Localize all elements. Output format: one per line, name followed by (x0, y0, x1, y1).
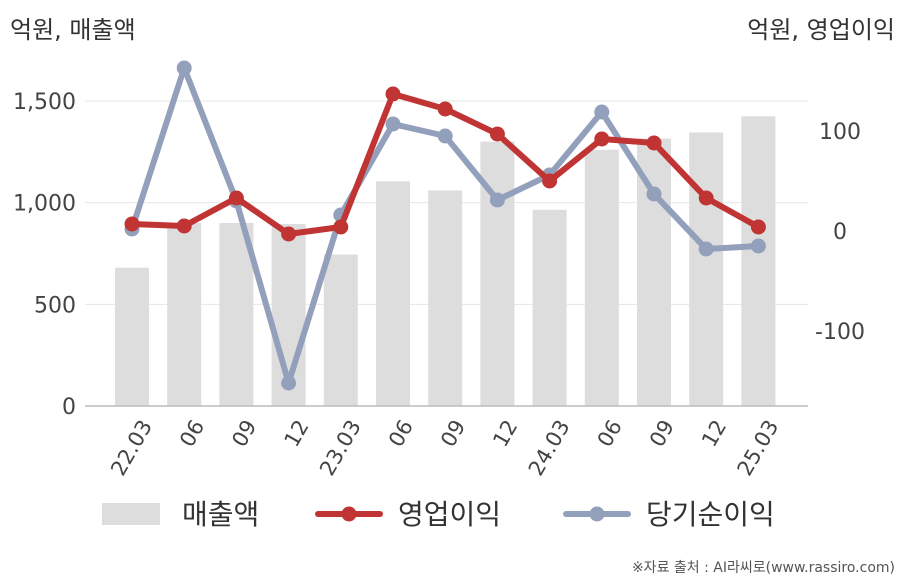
left-axis-unit-label: 억원, 매출액 (10, 16, 136, 44)
right-tick-label: 100 (819, 120, 861, 145)
x-tick-label: 09 (436, 416, 470, 451)
data-point (594, 104, 610, 120)
data-point (646, 186, 662, 202)
right-axis-ticks: -100 0 100 (815, 120, 865, 345)
legend: 매출액 영업이익 당기순이익 (102, 498, 775, 531)
x-tick-label: 06 (175, 416, 209, 451)
bar (532, 209, 567, 406)
x-tick-label: 12 (697, 416, 731, 451)
x-tick-label: 12 (488, 416, 522, 451)
right-axis-unit-label: 억원, 영업이익 (747, 16, 895, 44)
x-tick-label: 09 (645, 416, 679, 451)
data-point (437, 101, 453, 117)
data-point (124, 216, 140, 232)
left-tick-label: 500 (34, 293, 76, 318)
data-point (542, 173, 558, 189)
x-tick-label: 22.03 (106, 416, 157, 480)
data-point (228, 190, 244, 206)
x-tick-label: 09 (227, 416, 261, 451)
bar (167, 223, 202, 406)
bar (323, 254, 358, 406)
left-axis-ticks: 0 500 1,000 1,500 (13, 90, 76, 420)
bar (741, 116, 776, 406)
data-point (489, 192, 505, 208)
data-point (176, 60, 192, 76)
data-point (750, 219, 766, 235)
bar (219, 223, 254, 406)
data-point (750, 238, 766, 254)
bar (115, 267, 149, 406)
left-tick-label: 0 (62, 395, 76, 420)
left-tick-label: 1,500 (13, 90, 76, 115)
line-series (124, 60, 766, 391)
data-point (281, 226, 297, 242)
x-tick-label: 23.03 (315, 416, 366, 480)
bar (689, 132, 724, 406)
data-point (489, 126, 505, 142)
legend-swatch-bar (102, 503, 160, 525)
legend-label: 당기순이익 (646, 498, 775, 531)
data-point (176, 218, 192, 234)
data-point (385, 116, 401, 132)
bar (428, 190, 463, 406)
data-point (437, 128, 453, 144)
source-note: ※자료 출처 : AI라씨로(www.rassiro.com) (632, 560, 895, 576)
data-point (698, 190, 714, 206)
right-tick-label: -100 (815, 320, 865, 345)
bar (584, 149, 619, 407)
x-tick-label: 25.03 (733, 416, 784, 480)
x-tick-label: 06 (384, 416, 418, 451)
x-tick-label: 24.03 (524, 416, 575, 480)
bar (376, 181, 410, 406)
bar-series (115, 116, 776, 407)
legend-swatch-marker (589, 506, 605, 522)
legend-swatch-marker (341, 506, 357, 522)
left-tick-label: 1,000 (13, 192, 76, 217)
right-tick-label: 0 (833, 220, 847, 245)
data-point (646, 135, 662, 151)
data-point (698, 241, 714, 257)
data-point (281, 375, 297, 391)
legend-label: 영업이익 (398, 498, 501, 531)
x-tick-label: 06 (593, 416, 627, 451)
x-tick-label: 12 (280, 416, 314, 451)
x-axis-ticks: 22.03 06 09 12 23.03 06 09 12 24.03 06 09 12 25.03 (106, 416, 783, 480)
data-point (385, 86, 401, 102)
bar (637, 138, 671, 406)
data-point (333, 219, 349, 235)
data-point (594, 131, 610, 147)
legend-label: 매출액 (182, 498, 259, 531)
